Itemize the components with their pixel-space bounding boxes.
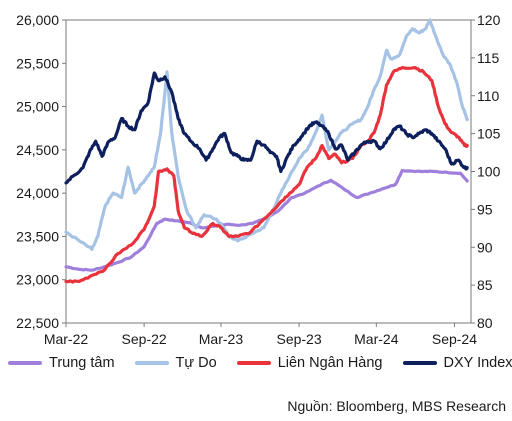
right-tick-label: 90	[477, 239, 493, 255]
x-tick-label: Sep-22	[122, 331, 167, 347]
right-tick-label: 110	[477, 88, 500, 104]
x-tick-label: Sep-23	[276, 331, 321, 347]
legend-swatch	[236, 361, 271, 365]
right-tick-label: 95	[477, 201, 493, 217]
right-tick-label: 85	[477, 277, 493, 293]
left-tick-label: 23,000	[16, 272, 59, 288]
right-tick-label: 105	[477, 126, 501, 142]
legend-item: Trung tâm	[8, 355, 115, 371]
legend-item: Tự Do	[134, 355, 217, 371]
x-tick-label: Mar-23	[199, 331, 244, 347]
right-tick-label: 115	[477, 50, 500, 66]
legend-item: Liên Ngân Hàng	[236, 355, 383, 371]
legend-label: Tự Do	[175, 355, 217, 371]
legend-swatch	[402, 361, 437, 365]
right-y-axis: 120 115 110 105 100 95 90 85 80	[471, 12, 501, 331]
chart-legend: Trung tâm Tự Do Liên Ngân Hàng DXY Index	[8, 352, 512, 374]
right-tick-label: 120	[477, 12, 501, 28]
series-layer	[64, 18, 469, 284]
source-note: Nguồn: Bloomberg, MBS Research	[287, 398, 506, 414]
left-tick-label: 24,500	[16, 142, 59, 158]
x-tick-label: Mar-24	[354, 331, 399, 347]
left-tick-label: 22,500	[16, 315, 59, 331]
right-tick-label: 80	[477, 315, 493, 331]
x-axis: Mar-22 Sep-22 Mar-23 Sep-23 Mar-24 Sep-24	[44, 323, 477, 347]
x-tick-label: Mar-22	[44, 331, 89, 347]
series-line-3	[64, 65, 469, 284]
left-tick-label: 25,000	[16, 99, 59, 115]
left-tick-label: 23,500	[16, 228, 59, 244]
left-tick-label: 26,000	[16, 12, 59, 28]
right-tick-label: 100	[477, 164, 501, 180]
x-tick-label: Sep-24	[432, 331, 477, 347]
legend-label: DXY Index	[443, 355, 512, 371]
left-y-axis: 26,000 25,500 25,000 24,500 24,000 23,500 23,0…	[16, 12, 66, 331]
series-line-4	[64, 71, 469, 185]
legend-item: DXY Index	[402, 355, 512, 371]
legend-label: Liên Ngân Hàng	[277, 355, 383, 371]
legend-label: Trung tâm	[49, 355, 115, 371]
left-tick-label: 25,500	[16, 55, 59, 71]
legend-swatch	[8, 361, 42, 365]
legend-swatch	[134, 361, 169, 365]
series-line-2	[64, 18, 469, 251]
left-tick-label: 24,000	[16, 185, 59, 201]
